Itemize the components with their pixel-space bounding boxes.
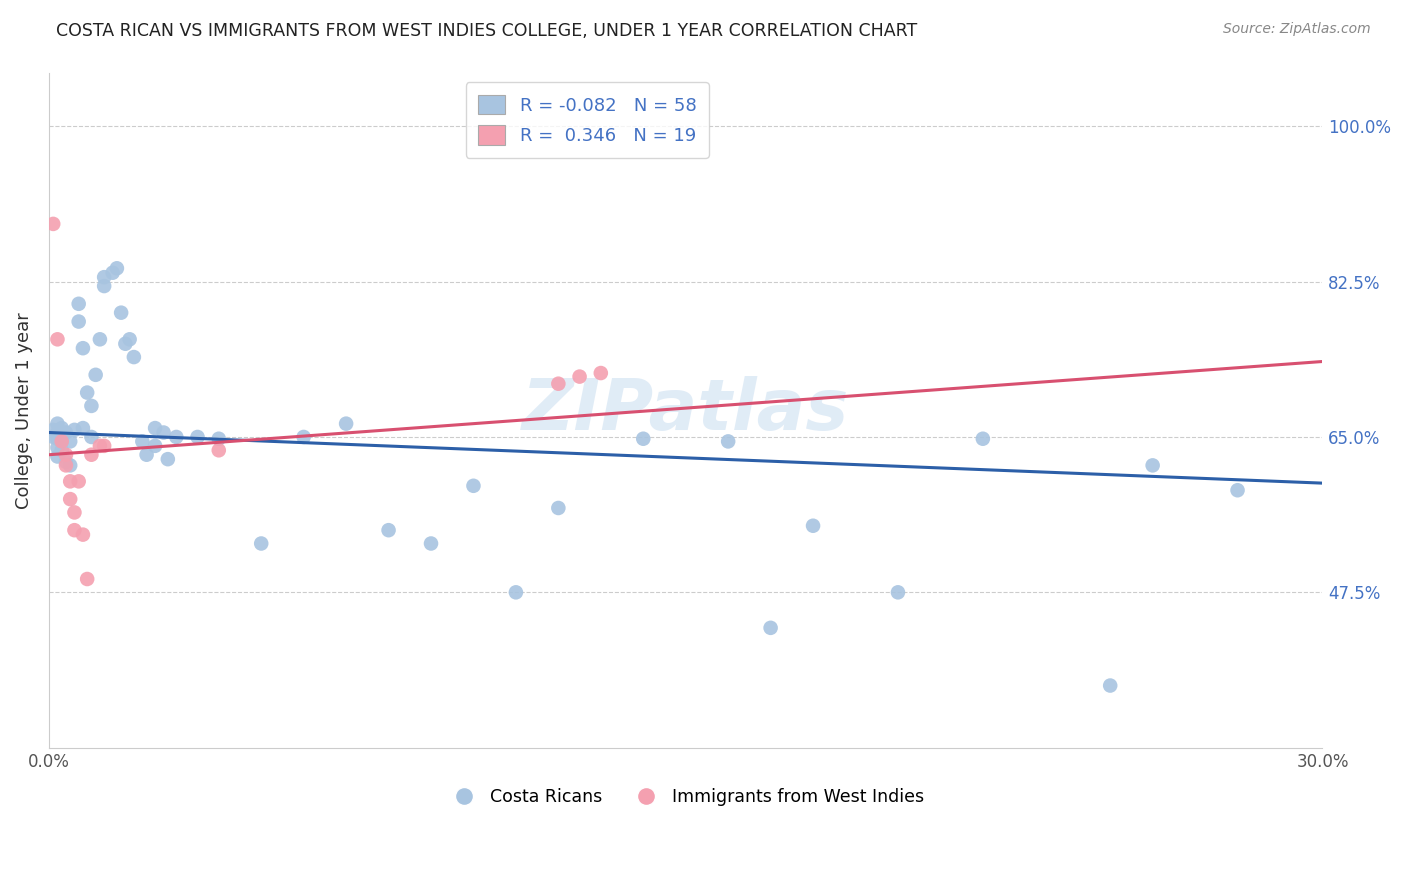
Point [80,399,103,413]
Y-axis label: College, Under 1 year: College, Under 1 year [15,312,32,508]
Point [42,430,65,444]
Point [80,430,103,444]
Point [547,376,569,391]
Point [143,439,166,453]
Point [505,585,527,599]
Point [67,475,90,489]
Point [156,452,179,467]
Point [152,425,174,440]
Point [887,585,910,599]
Point [972,432,994,446]
Point [1142,458,1164,473]
Point [76,572,98,586]
Text: ZIPatlas: ZIPatlas [522,376,849,445]
Point [46,332,69,346]
Point [80,448,103,462]
Text: COSTA RICAN VS IMMIGRANTS FROM WEST INDIES COLLEGE, UNDER 1 YEAR CORRELATION CHA: COSTA RICAN VS IMMIGRANTS FROM WEST INDI… [56,22,918,40]
Point [114,336,136,351]
Point [67,314,90,328]
Point [1226,483,1249,498]
Point [93,279,115,293]
Point [72,341,94,355]
Point [250,536,273,550]
Point [143,421,166,435]
Point [292,430,315,444]
Point [59,434,82,449]
Point [59,475,82,489]
Point [46,417,69,431]
Point [63,523,86,537]
Point [93,439,115,453]
Point [101,266,124,280]
Point [63,505,86,519]
Point [122,350,145,364]
Point [67,297,90,311]
Point [89,439,111,453]
Point [55,448,77,462]
Point [55,458,77,473]
Point [76,385,98,400]
Point [568,369,591,384]
Point [89,332,111,346]
Point [110,306,132,320]
Point [208,432,231,446]
Point [93,270,115,285]
Point [63,423,86,437]
Point [59,458,82,473]
Point [717,434,740,449]
Point [46,441,69,455]
Point [59,492,82,507]
Point [633,432,655,446]
Point [55,455,77,469]
Point [589,366,612,380]
Point [105,261,128,276]
Point [55,425,77,440]
Point [801,518,824,533]
Point [420,536,443,550]
Point [72,527,94,541]
Point [131,434,153,449]
Point [51,434,73,449]
Point [463,479,485,493]
Text: Source: ZipAtlas.com: Source: ZipAtlas.com [1223,22,1371,37]
Point [759,621,782,635]
Point [51,421,73,435]
Point [547,500,569,515]
Point [42,217,65,231]
Legend: Costa Ricans, Immigrants from West Indies: Costa Ricans, Immigrants from West Indie… [440,781,931,814]
Point [51,443,73,458]
Point [208,443,231,458]
Point [1099,679,1122,693]
Point [46,432,69,446]
Point [46,450,69,464]
Point [335,417,357,431]
Point [377,523,399,537]
Point [118,332,141,346]
Point [42,423,65,437]
Point [135,448,157,462]
Point [46,425,69,440]
Point [187,430,209,444]
Point [51,434,73,449]
Point [72,421,94,435]
Point [165,430,187,444]
Point [84,368,107,382]
